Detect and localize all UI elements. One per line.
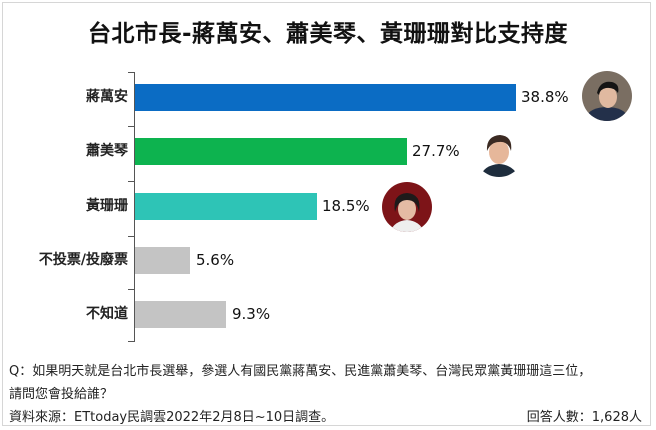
- value-label: 18.5%: [322, 197, 370, 215]
- avatar-jiang-photo: [582, 71, 632, 121]
- category-label: 不投票/投廢票: [38, 252, 128, 268]
- chart-title: 台北市長-蔣萬安、蕭美琴、黃珊珊對比支持度: [87, 21, 569, 47]
- bar-dont-know: [135, 301, 226, 328]
- avatar-huang-photo: [382, 182, 432, 232]
- axis-tick: [128, 341, 134, 342]
- axis-tick: [128, 126, 134, 127]
- bar-huang: [135, 193, 317, 220]
- bar-hsiao: [135, 138, 407, 165]
- data-source: 資料來源：ETtoday民調雲2022年2月8日~10日調查。: [9, 410, 335, 425]
- value-label: 9.3%: [232, 305, 271, 323]
- bar-jiang: [135, 84, 516, 111]
- survey-question-line2: 請問您會投給誰？: [9, 387, 114, 402]
- axis-tick: [128, 236, 134, 237]
- value-label: 5.6%: [196, 251, 235, 269]
- survey-question-line1: Q：如果明天就是台北市長選舉，參選人有國民黨蔣萬安、民進黨蕭美琴、台灣民眾黨黃珊…: [9, 364, 592, 379]
- y-axis-line: [134, 72, 135, 342]
- category-label: 黃珊珊: [86, 198, 128, 214]
- value-label: 38.8%: [521, 88, 569, 106]
- category-label: 蔣萬安: [86, 89, 128, 105]
- category-label: 蕭美琴: [86, 143, 128, 159]
- axis-tick: [128, 181, 134, 182]
- chart-frame: [2, 2, 651, 426]
- bar-no-vote: [135, 247, 190, 274]
- axis-tick: [128, 289, 134, 290]
- category-label: 不知道: [86, 306, 128, 322]
- value-label: 27.7%: [412, 142, 460, 160]
- axis-tick: [128, 72, 134, 73]
- avatar-hsiao-photo: [474, 127, 524, 177]
- respondent-count: 回答人數：1,628人: [526, 410, 642, 425]
